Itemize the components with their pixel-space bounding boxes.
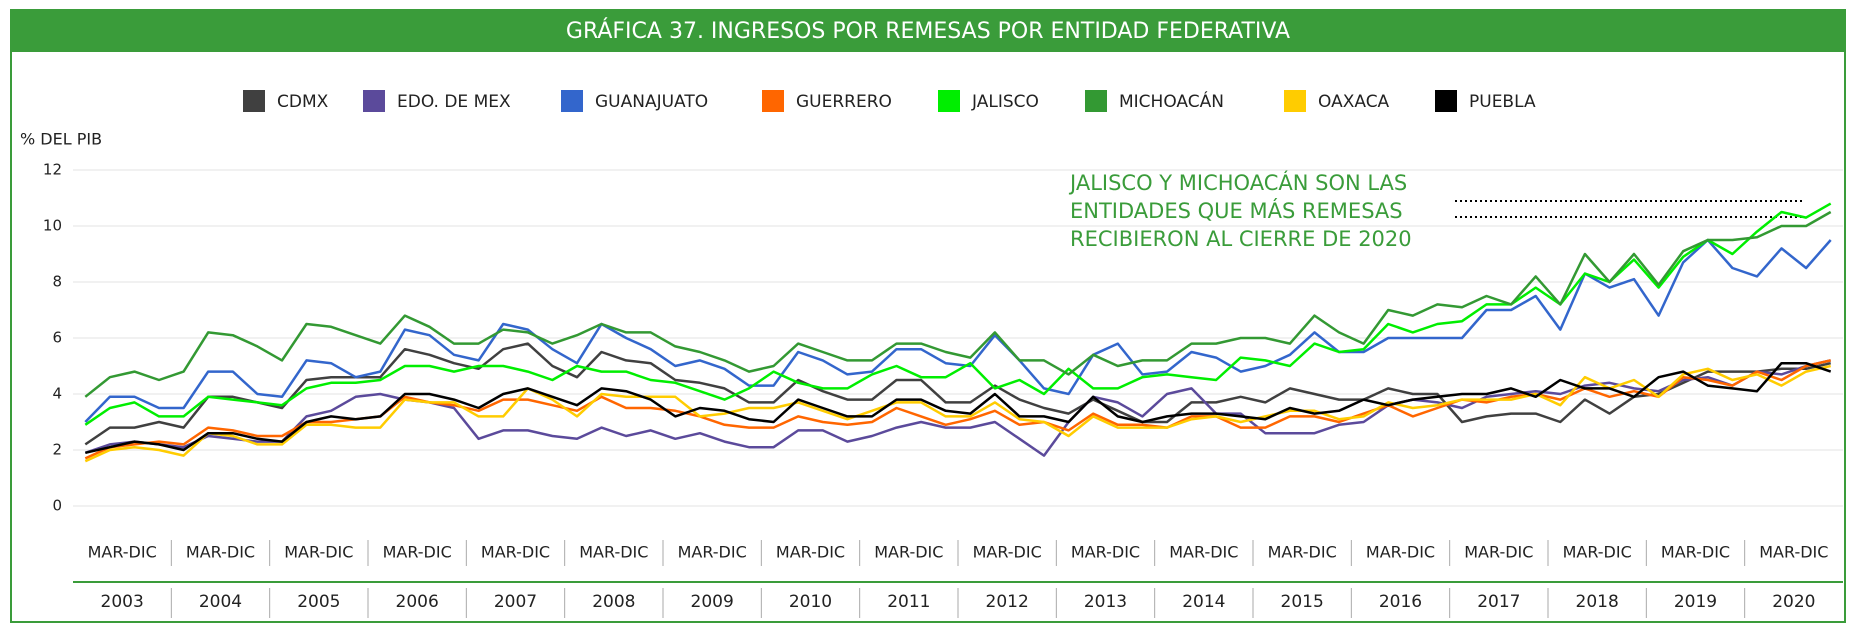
y-tick-label: 8	[52, 273, 62, 291]
y-tick-label: 10	[43, 217, 62, 235]
series-line	[84, 210, 1832, 398]
x-year-label: 2016	[1379, 592, 1422, 612]
series-line	[85, 361, 1832, 455]
y-tick-label: 6	[52, 329, 62, 347]
legend-label: JALISCO	[971, 92, 1039, 112]
x-year-label: 2015	[1281, 592, 1324, 612]
x-year-label: 2014	[1182, 592, 1225, 612]
x-period-label: MAR-DIC	[383, 543, 452, 562]
x-year-label: 2005	[297, 592, 340, 612]
x-year-label: 2013	[1084, 592, 1127, 612]
annotation: JALISCO Y MICHOACÁN SON LAS ENTIDADES QUE…	[1068, 170, 1412, 251]
x-year-label: 2018	[1576, 592, 1619, 612]
annotation-text: ENTIDADES QUE MÁS REMESAS	[1070, 198, 1403, 223]
x-period-label: MAR-DIC	[1366, 543, 1435, 562]
x-year-label: 2006	[396, 592, 439, 612]
x-year-label: 2017	[1477, 592, 1520, 612]
legend-label: EDO. DE MEX	[397, 92, 511, 112]
legend-swatch	[762, 90, 784, 112]
x-year-label: 2010	[789, 592, 832, 612]
y-tick-label: 0	[52, 497, 62, 515]
series-line	[84, 364, 1831, 463]
legend-swatch	[938, 90, 960, 112]
x-period-label: MAR-DIC	[776, 543, 845, 562]
chart-title: GRÁFICA 37. INGRESOS POR REMESAS POR ENT…	[566, 18, 1290, 44]
series-line	[84, 359, 1831, 457]
legend-label: MICHOACÁN	[1119, 90, 1224, 112]
y-axis-label: % DEL PIB	[20, 130, 102, 149]
x-period-label: MAR-DIC	[874, 543, 943, 562]
x-period-label: MAR-DIC	[284, 543, 353, 562]
x-year-label: 2020	[1772, 592, 1815, 612]
x-year-label: 2011	[887, 592, 930, 612]
x-period-label: MAR-DIC	[973, 543, 1042, 562]
x-year-label: 2003	[101, 592, 144, 612]
legend-label: GUANAJUATO	[595, 92, 708, 112]
x-period-label: MAR-DIC	[1268, 543, 1337, 562]
x-period-label: MAR-DIC	[88, 543, 157, 562]
x-period-label: MAR-DIC	[1464, 543, 1533, 562]
x-period-label: MAR-DIC	[1661, 543, 1730, 562]
x-year-label: 2012	[986, 592, 1029, 612]
legend-swatch	[1435, 90, 1457, 112]
x-period-label: MAR-DIC	[678, 543, 747, 562]
y-tick-label: 2	[52, 441, 62, 459]
x-period-label: MAR-DIC	[481, 543, 550, 562]
legend-swatch	[1085, 90, 1107, 112]
x-year-label: 2008	[592, 592, 635, 612]
x-year-label: 2007	[494, 592, 537, 612]
x-period-label: MAR-DIC	[1759, 543, 1828, 562]
legend-swatch	[363, 90, 385, 112]
x-period-label: MAR-DIC	[1169, 543, 1238, 562]
x-year-label: 2004	[199, 592, 242, 612]
series-line	[84, 202, 1832, 426]
y-tick-label: 4	[52, 385, 62, 403]
annotation-text: RECIBIERON AL CIERRE DE 2020	[1070, 227, 1412, 251]
legend-swatch	[1284, 90, 1306, 112]
legend-swatch	[561, 90, 583, 112]
legend-label: PUEBLA	[1469, 92, 1536, 112]
x-period-label: MAR-DIC	[186, 543, 255, 562]
legend-swatch	[243, 90, 265, 112]
frame	[10, 9, 1846, 623]
x-period-label: MAR-DIC	[1563, 543, 1632, 562]
x-year-label: 2009	[691, 592, 734, 612]
x-period-label: MAR-DIC	[1071, 543, 1140, 562]
legend-label: GUERRERO	[796, 92, 892, 112]
x-year-label: 2019	[1674, 592, 1717, 612]
legend-label: CDMX	[277, 92, 329, 112]
series-line	[84, 342, 1831, 446]
header-bar	[11, 10, 1845, 52]
x-period-label: MAR-DIC	[579, 543, 648, 562]
y-tick-label: 12	[43, 161, 62, 179]
annotation-text: JALISCO Y MICHOACÁN SON LAS	[1068, 170, 1407, 195]
legend-label: OAXACA	[1318, 92, 1390, 112]
series-line	[84, 238, 1832, 423]
